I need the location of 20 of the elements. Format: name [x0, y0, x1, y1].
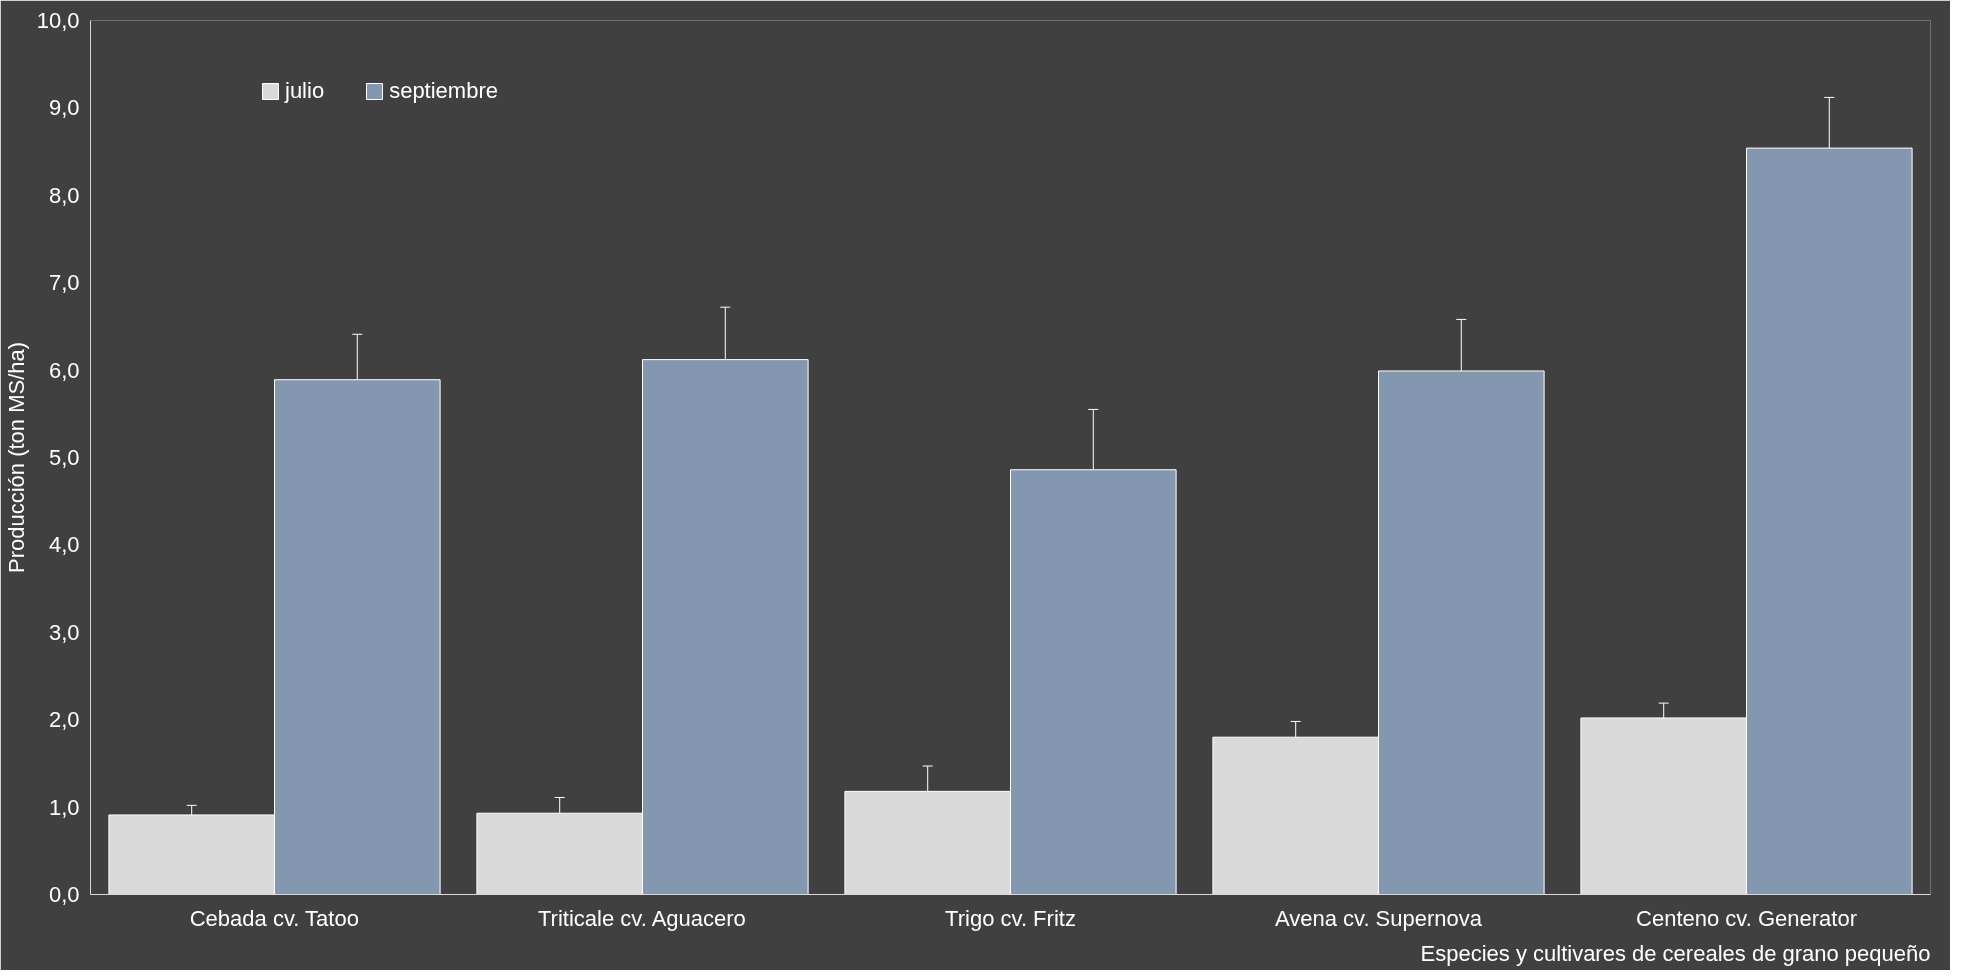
x-tick-label: Centeno cv. Generator	[1636, 905, 1857, 931]
x-axis-title: Especies y cultivares de cereales de grano pequeño	[1420, 940, 1931, 966]
y-tick-label: 6,0	[48, 357, 80, 383]
legend-label: julio	[285, 78, 325, 104]
y-tick-label: 4,0	[48, 532, 80, 558]
x-tick-label: Avena cv. Supernova	[1274, 905, 1483, 931]
y-tick-label: 7,0	[48, 270, 80, 296]
y-tick-label: 2,0	[48, 707, 80, 733]
y-tick-label: 5,0	[48, 445, 80, 470]
y-tick-label: 0,0	[48, 882, 80, 907]
y-tick-label: 9,0	[48, 95, 80, 121]
y-tick-label: 1,0	[48, 794, 80, 820]
legend-label: septiembre	[389, 78, 498, 104]
y-tick-label: 3,0	[48, 619, 80, 645]
y-tick-label: 10,0	[36, 8, 80, 33]
x-tick-label: Triticale cv. Aguacero	[537, 905, 746, 931]
x-tick-label: Cebada cv. Tatoo	[189, 905, 359, 931]
y-tick-label: 8,0	[48, 182, 80, 208]
y-axis-title: Producción (ton MS/ha)	[3, 341, 29, 574]
x-tick-label: Trigo cv. Fritz	[945, 905, 1076, 931]
